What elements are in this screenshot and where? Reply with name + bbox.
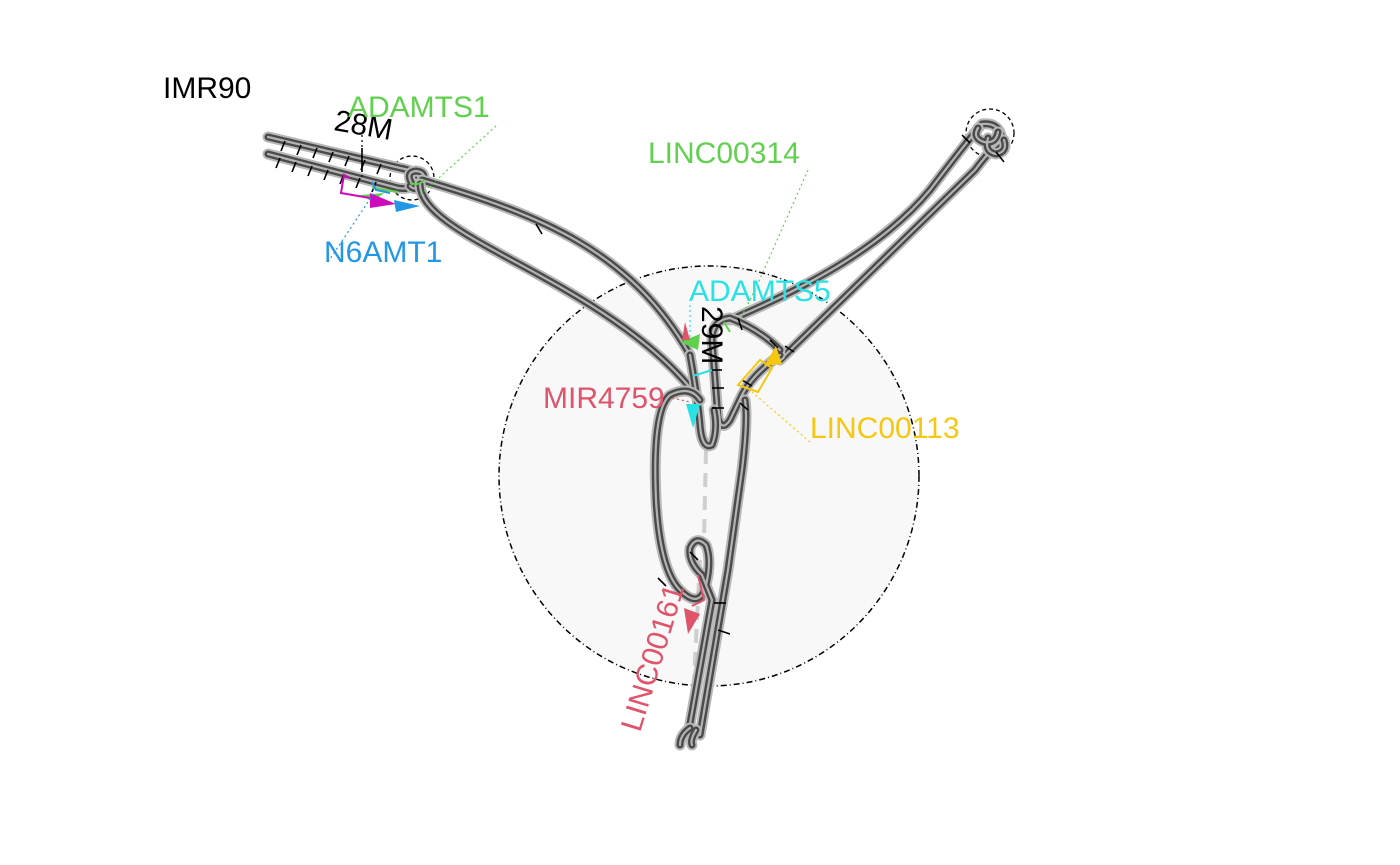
- gene-magenta-mark[interactable]: [339, 173, 396, 208]
- tube-segment-lower-arc: [414, 178, 706, 406]
- gene-label-LINC00314[interactable]: LINC00314: [648, 137, 800, 170]
- gene-label-ADAMTS1[interactable]: ADAMTS1: [348, 91, 490, 124]
- tube-segment-inner-hook: [682, 535, 718, 741]
- gene-label-MIR4759[interactable]: MIR4759: [543, 382, 665, 415]
- axis-label-29M: 29M: [695, 306, 728, 364]
- gene-ADAMTS5-mark[interactable]: [680, 321, 731, 428]
- chromatin-guide: [690, 449, 708, 721]
- gene-label-N6AMT1[interactable]: N6AMT1: [324, 236, 442, 269]
- plot-title: IMR90: [163, 72, 251, 105]
- leader-lines: [327, 125, 811, 443]
- gene-label-ADAMTS5[interactable]: ADAMTS5: [689, 275, 831, 308]
- gene-label-LINC00113[interactable]: LINC00113: [810, 412, 960, 445]
- tick-marks-core: [535, 134, 1005, 635]
- gene-LINC00161-mark[interactable]: [684, 574, 706, 634]
- tube-segment-left-lobe: [649, 385, 712, 605]
- tube-segment-right-knot: [970, 122, 1011, 160]
- tube-segment-descending: [694, 394, 752, 741]
- tube-segment-upper-arc: [416, 174, 696, 361]
- gene-LINC00113-mark[interactable]: [736, 346, 782, 394]
- tube-segment-bottom-tail: [674, 722, 702, 751]
- chromatin-tube: [262, 118, 1011, 751]
- gene-N6AMT1-mark[interactable]: [371, 181, 420, 212]
